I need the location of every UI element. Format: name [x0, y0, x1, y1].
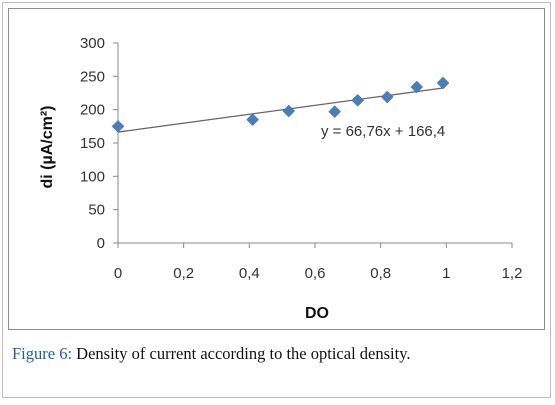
- trendline-equation: y = 66,76x + 166,4: [321, 123, 445, 140]
- x-tick-label: 0,8: [370, 265, 391, 282]
- y-axis: 0 50 100 150 200 250 300: [80, 35, 119, 252]
- caption-text: Density of current according to the opti…: [72, 344, 411, 363]
- y-tick-label: 100: [80, 168, 105, 185]
- figure-caption: Figure 6: Density of current according t…: [12, 344, 542, 364]
- x-axis: 0 0,2 0,4 0,6 0,8 1 1,2: [114, 242, 523, 282]
- data-point-marker: [246, 113, 259, 127]
- y-axis-title: di (µA/cm²): [39, 106, 56, 189]
- data-point-marker: [282, 104, 296, 118]
- data-point-marker: [380, 90, 394, 104]
- figure-label: Figure 6:: [12, 344, 73, 363]
- y-tick-label: 0: [97, 235, 105, 252]
- y-tick-label: 300: [80, 35, 105, 52]
- x-tick-label: 0,4: [239, 265, 260, 282]
- chart-area: [8, 8, 545, 330]
- x-tick-label: 0,2: [173, 265, 194, 282]
- data-point-marker: [436, 76, 450, 90]
- y-tick-label: 250: [80, 68, 105, 85]
- x-tick-label: 1: [442, 265, 450, 282]
- x-tick-label: 1,2: [502, 265, 523, 282]
- y-tick-label: 150: [80, 135, 105, 152]
- data-point-marker: [410, 80, 424, 94]
- x-tick-label: 0,6: [305, 265, 326, 282]
- y-tick-label: 50: [88, 202, 105, 219]
- data-point-marker: [111, 119, 125, 133]
- data-points: [111, 76, 450, 133]
- data-point-marker: [351, 93, 365, 107]
- x-tick-label: 0: [114, 265, 122, 282]
- y-tick-label: 200: [80, 102, 105, 119]
- x-axis-title: DO: [305, 305, 329, 322]
- data-point-marker: [328, 105, 342, 119]
